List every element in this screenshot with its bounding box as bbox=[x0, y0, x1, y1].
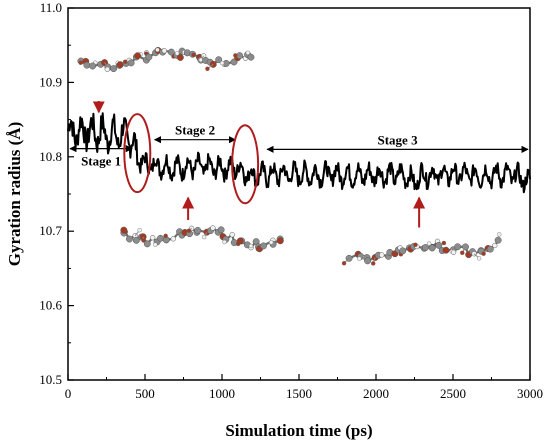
transition-ellipse bbox=[231, 124, 260, 205]
x-tick-label: 2500 bbox=[440, 386, 466, 401]
molecule-extended bbox=[77, 46, 255, 73]
axis-ticks: 0 500 1000 1500 2000 2500 3000 10.5 10.6 10.7 10.8… bbox=[39, 0, 543, 401]
y-tick-label: 10.5 bbox=[39, 372, 62, 387]
x-axis-title: Simulation time (ps) bbox=[225, 421, 372, 440]
gyration-radius-line bbox=[67, 112, 531, 194]
y-tick-label: 11.0 bbox=[40, 0, 62, 15]
stage-label: Stage 1 bbox=[81, 154, 121, 169]
y-tick-label: 10.6 bbox=[39, 298, 62, 313]
molecule-transition bbox=[120, 225, 284, 253]
molecule-structures bbox=[77, 46, 502, 266]
plot-frame bbox=[67, 7, 531, 381]
y-tick-label: 10.7 bbox=[39, 223, 62, 238]
stage-label: Stage 2 bbox=[175, 123, 215, 138]
stage-label: Stage 3 bbox=[378, 132, 419, 147]
x-tick-label: 2000 bbox=[363, 386, 389, 401]
x-tick-label: 1500 bbox=[286, 386, 312, 401]
x-tick-label: 0 bbox=[65, 386, 72, 401]
x-tick-label: 1000 bbox=[209, 386, 235, 401]
stage-annotations: Stage 1 Stage 2 Stage 3 bbox=[69, 101, 529, 228]
transition-ellipse bbox=[123, 113, 152, 194]
x-tick-label: 500 bbox=[135, 386, 155, 401]
y-tick-label: 10.9 bbox=[39, 74, 62, 89]
y-axis-title: Gyration radius (Å) bbox=[5, 122, 24, 267]
y-tick-label: 10.8 bbox=[39, 149, 62, 164]
molecule-folded bbox=[341, 232, 502, 266]
x-tick-label: 3000 bbox=[517, 386, 543, 401]
